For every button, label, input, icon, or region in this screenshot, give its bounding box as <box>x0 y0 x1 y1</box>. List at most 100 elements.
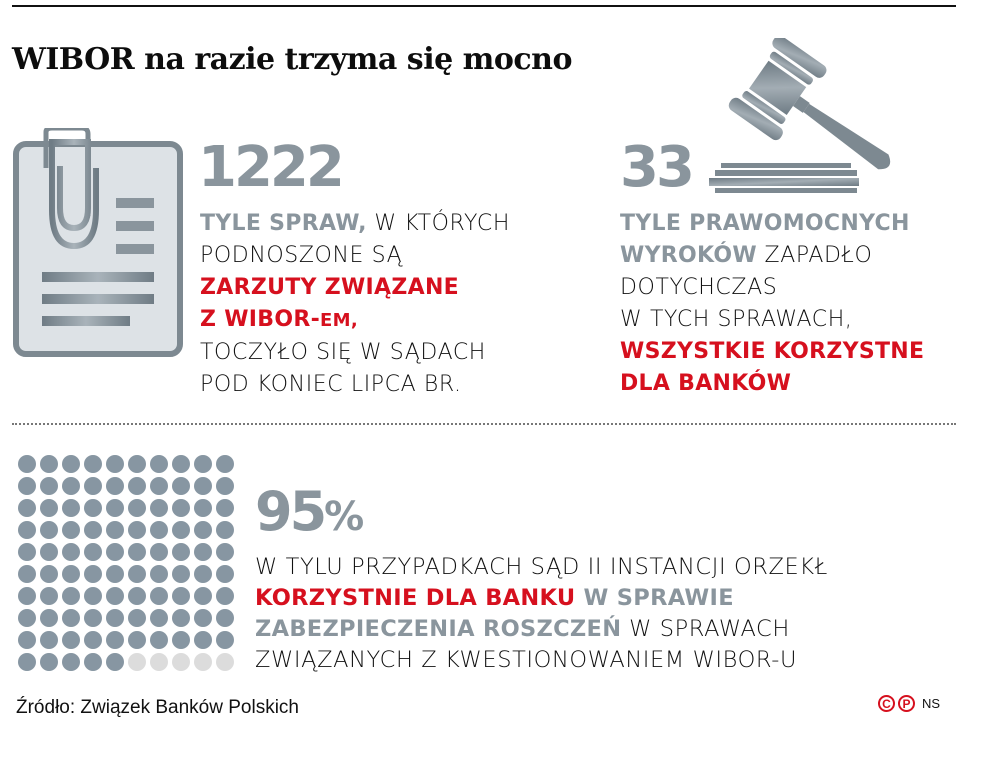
cases-count: 1222 <box>198 135 345 200</box>
text-segment: W TYCH SPRAWACH, <box>620 307 853 332</box>
copyright-icon: C <box>878 695 895 712</box>
waffle-dot-filled <box>62 565 80 583</box>
cases-description: TYLE SPRAW, W KTÓRYCH PODNOSZONE SĄ ZARZUT… <box>200 208 510 401</box>
verdicts-count: 33 <box>620 135 695 200</box>
waffle-dot-filled <box>40 477 58 495</box>
waffle-chart <box>18 455 234 671</box>
waffle-dot-filled <box>62 543 80 561</box>
text-line: PODNOSZONE SĄ <box>200 240 510 272</box>
waffle-dot-filled <box>216 543 234 561</box>
waffle-dot-filled <box>84 609 102 627</box>
text-segment: PODNOSZONE SĄ <box>200 243 403 268</box>
waffle-dot-filled <box>40 587 58 605</box>
text-line: WYROKÓW ZAPADŁO <box>620 240 924 272</box>
text-segment: ZARZUTY ZWIĄZANE <box>200 275 459 300</box>
waffle-dot-filled <box>150 609 168 627</box>
waffle-dot-filled <box>106 455 124 473</box>
waffle-dot-filled <box>216 455 234 473</box>
waffle-dot-filled <box>40 565 58 583</box>
waffle-dot-filled <box>150 499 168 517</box>
text-segment: TOCZYŁO SIĘ W SĄDACH <box>200 340 486 365</box>
waffle-dot-filled <box>194 631 212 649</box>
waffle-dot-filled <box>216 477 234 495</box>
text-segment: ZWIĄZANYCH Z KWESTIONOWANIEM WIBOR-U <box>255 647 798 673</box>
text-segment: WSZYSTKIE KORZYSTNE <box>620 339 925 364</box>
waffle-dot-filled <box>62 477 80 495</box>
waffle-dot-filled <box>18 521 36 539</box>
page-title: WIBOR na razie trzyma się mocno <box>12 42 572 77</box>
waffle-dot-filled <box>84 543 102 561</box>
source-note: Źródło: Związek Banków Polskich <box>16 697 299 718</box>
waffle-dot-empty <box>216 653 234 671</box>
waffle-dot-filled <box>84 565 102 583</box>
text-segment: W TYLU PRZYPADKACH SĄD II INSTANCJI ORZE… <box>255 554 828 580</box>
waffle-dot-filled <box>128 587 146 605</box>
waffle-dot-filled <box>150 543 168 561</box>
text-segment: TYLE SPRAW, <box>200 211 367 236</box>
waffle-dot-filled <box>194 565 212 583</box>
waffle-dot-filled <box>18 455 36 473</box>
credit: C P NS <box>878 695 940 712</box>
gavel-icon <box>709 38 891 193</box>
waffle-dot-empty <box>128 653 146 671</box>
waffle-dot-filled <box>84 587 102 605</box>
waffle-dot-filled <box>194 477 212 495</box>
text-segment: W KTÓRYCH <box>366 211 510 236</box>
waffle-dot-filled <box>84 477 102 495</box>
text-line: W TYCH SPRAWACH, <box>620 304 924 336</box>
waffle-dot-filled <box>172 609 190 627</box>
waffle-dot-filled <box>62 609 80 627</box>
waffle-dot-filled <box>216 609 234 627</box>
text-line: ZARZUTY ZWIĄZANE <box>200 272 510 304</box>
waffle-dot-filled <box>106 543 124 561</box>
waffle-dot-filled <box>18 543 36 561</box>
waffle-dot-filled <box>62 455 80 473</box>
waffle-dot-empty <box>172 653 190 671</box>
waffle-dot-filled <box>194 521 212 539</box>
waffle-dot-filled <box>128 631 146 649</box>
waffle-dot-filled <box>150 631 168 649</box>
phonogram-icon: P <box>898 695 915 712</box>
waffle-dot-filled <box>172 499 190 517</box>
waffle-dot-filled <box>128 477 146 495</box>
text-line: W TYLU PRZYPADKACH SĄD II INSTANCJI ORZE… <box>255 552 828 583</box>
waffle-dot-filled <box>62 653 80 671</box>
text-segment: POD KONIEC LIPCA BR. <box>200 372 462 397</box>
percent-value: 95 <box>255 480 327 543</box>
waffle-dot-filled <box>40 499 58 517</box>
waffle-dot-filled <box>172 543 190 561</box>
waffle-dot-filled <box>128 609 146 627</box>
waffle-dot-filled <box>194 543 212 561</box>
waffle-dot-filled <box>216 565 234 583</box>
waffle-dot-filled <box>40 609 58 627</box>
waffle-dot-filled <box>106 521 124 539</box>
waffle-dot-filled <box>172 455 190 473</box>
waffle-dot-filled <box>18 477 36 495</box>
text-segment: Z WIBOR- <box>200 307 321 332</box>
text-segment: W SPRAWACH <box>621 616 790 642</box>
percent-stat: 95% <box>255 485 364 539</box>
text-line: TYLE PRAWOMOCNYCH <box>620 208 924 240</box>
waffle-dot-filled <box>106 653 124 671</box>
waffle-dot-filled <box>172 631 190 649</box>
waffle-dot-filled <box>128 499 146 517</box>
waffle-dot-filled <box>18 631 36 649</box>
waffle-dot-filled <box>106 587 124 605</box>
waffle-dot-filled <box>84 499 102 517</box>
percent-description: W TYLU PRZYPADKACH SĄD II INSTANCJI ORZE… <box>255 552 828 676</box>
waffle-dot-filled <box>150 521 168 539</box>
waffle-dot-filled <box>62 631 80 649</box>
top-rule <box>12 5 956 7</box>
waffle-dot-filled <box>150 455 168 473</box>
waffle-dot-filled <box>172 477 190 495</box>
waffle-dot-filled <box>150 565 168 583</box>
text-line: Z WIBOR-EM, <box>200 304 510 337</box>
verdicts-description: TYLE PRAWOMOCNYCH WYROKÓW ZAPADŁO DOTYCHCZ… <box>620 208 924 400</box>
waffle-dot-filled <box>106 631 124 649</box>
waffle-dot-filled <box>194 587 212 605</box>
text-line: KORZYSTNIE DLA BANKU W SPRAWIE <box>255 583 828 614</box>
text-segment: DLA BANKÓW <box>620 371 792 396</box>
author-initials: NS <box>922 696 941 711</box>
text-line: TYLE SPRAW, W KTÓRYCH <box>200 208 510 240</box>
waffle-dot-filled <box>40 521 58 539</box>
